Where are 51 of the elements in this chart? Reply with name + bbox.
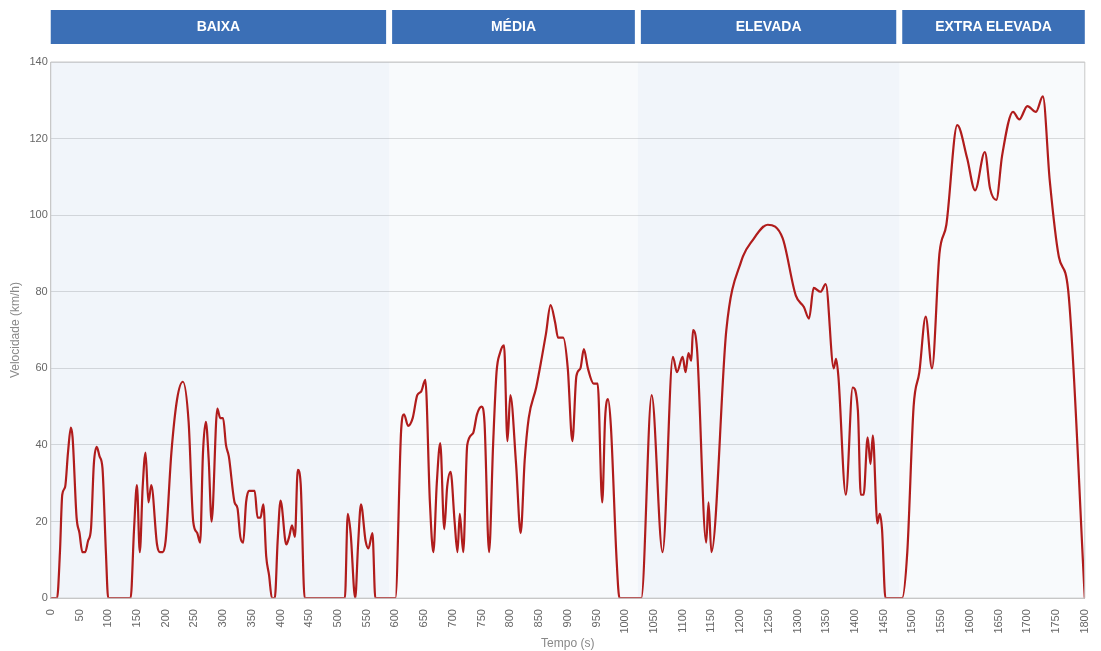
x-tick-label: 1200 bbox=[733, 609, 746, 634]
x-tick-label: 300 bbox=[216, 609, 229, 628]
x-tick-label: 100 bbox=[101, 609, 114, 628]
x-tick-label: 1550 bbox=[934, 609, 947, 634]
x-tick-label: 600 bbox=[388, 609, 401, 628]
x-tick-label: 500 bbox=[331, 609, 344, 628]
x-tick-label: 700 bbox=[445, 609, 458, 628]
y-tick-label: 140 bbox=[29, 55, 48, 68]
x-tick-label: 1600 bbox=[962, 609, 975, 634]
x-tick-label: 750 bbox=[474, 609, 487, 628]
x-tick-label: 350 bbox=[244, 609, 257, 628]
x-tick-label: 1800 bbox=[1077, 609, 1090, 634]
band-label: MÉDIA bbox=[490, 17, 537, 34]
x-tick-label: 1400 bbox=[848, 609, 861, 634]
y-tick-label: 20 bbox=[35, 514, 48, 527]
x-tick-label: 450 bbox=[302, 609, 315, 628]
x-tick-label: 0 bbox=[43, 609, 56, 616]
x-tick-label: 1250 bbox=[761, 609, 774, 634]
x-tick-label: 1650 bbox=[991, 609, 1004, 634]
x-tick-label: 650 bbox=[417, 609, 430, 628]
y-tick-label: 120 bbox=[29, 131, 48, 144]
y-axis-title: Velocidade (km/h) bbox=[7, 282, 22, 379]
y-tick-label: 0 bbox=[41, 591, 48, 604]
x-tick-label: 900 bbox=[560, 609, 573, 628]
x-tick-label: 1100 bbox=[675, 609, 688, 633]
x-tick-label: 850 bbox=[532, 609, 545, 628]
x-tick-label: 800 bbox=[503, 609, 516, 628]
x-tick-label: 50 bbox=[72, 609, 85, 622]
x-tick-label: 250 bbox=[187, 609, 200, 628]
band-label: BAIXA bbox=[196, 17, 241, 34]
band-label: ELEVADA bbox=[735, 17, 802, 34]
band-label: EXTRA ELEVADA bbox=[935, 17, 1052, 34]
x-tick-label: 550 bbox=[359, 609, 372, 628]
x-tick-label: 150 bbox=[129, 609, 142, 628]
x-tick-label: 1450 bbox=[876, 609, 889, 634]
y-tick-label: 60 bbox=[35, 361, 48, 374]
x-tick-label: 400 bbox=[273, 609, 286, 628]
y-tick-label: 40 bbox=[35, 437, 48, 450]
x-axis-title: Tempo (s) bbox=[541, 636, 595, 651]
x-tick-label: 1050 bbox=[646, 609, 659, 634]
x-tick-label: 200 bbox=[158, 609, 171, 628]
x-tick-label: 1500 bbox=[905, 609, 918, 634]
x-tick-label: 1000 bbox=[618, 609, 631, 634]
x-tick-label: 1150 bbox=[704, 609, 717, 633]
y-tick-label: 100 bbox=[29, 208, 48, 221]
x-tick-label: 950 bbox=[589, 609, 602, 628]
x-tick-label: 1300 bbox=[790, 609, 803, 634]
x-tick-label: 1350 bbox=[819, 609, 832, 634]
x-tick-label: 1750 bbox=[1049, 609, 1062, 634]
y-tick-label: 80 bbox=[35, 284, 48, 297]
x-tick-label: 1700 bbox=[1020, 609, 1033, 634]
